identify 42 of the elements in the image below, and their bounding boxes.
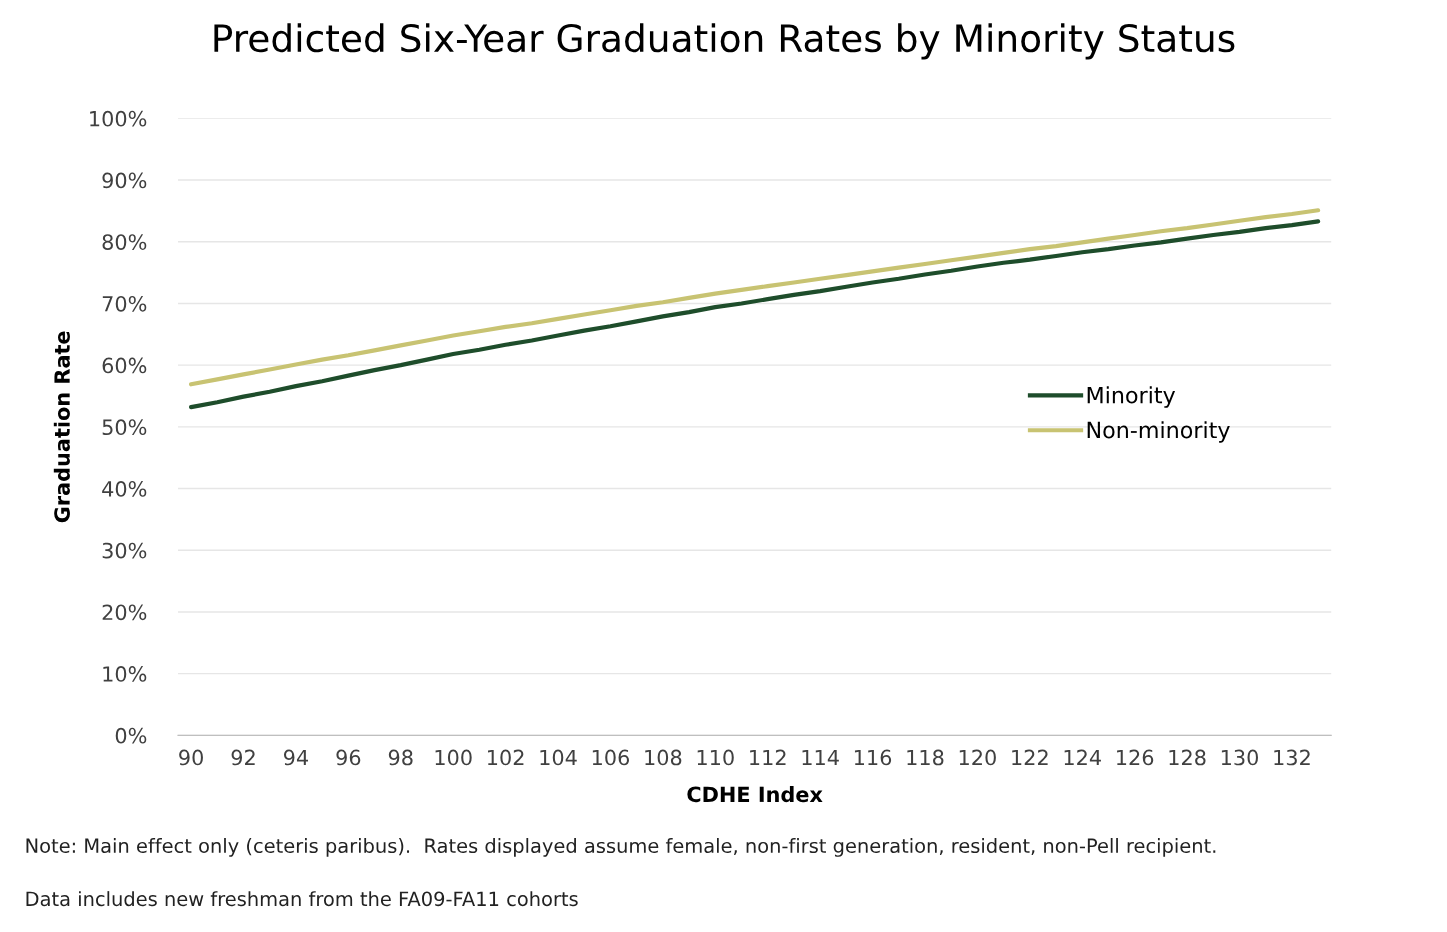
x-axis-title: CDHE Index	[687, 786, 823, 803]
y-tick-label: 70%	[102, 295, 147, 312]
x-tick-label: 122	[1012, 749, 1048, 766]
x-tick-label: 120	[959, 749, 996, 766]
x-tick-label: 100	[435, 749, 472, 766]
text: Note: Main effect only (ceteris paribus). Rates displayed assume female, non-first generation, resident, non-Pell recipient.	[26, 838, 1216, 857]
y-tick-label: 0%	[115, 727, 147, 744]
y-tick-label: 100%	[90, 110, 147, 127]
y-tick-label: 60%	[102, 357, 147, 374]
y-tick-label: 20%	[102, 604, 147, 621]
x-tick-label: 126	[1117, 749, 1154, 766]
x-tick-label: 98	[388, 749, 413, 766]
chart-title: Predicted Six-Year Graduation Rates by Minority Status	[214, 23, 1235, 60]
x-tick-label: 104	[540, 749, 577, 766]
x-tick-label: 106	[592, 749, 630, 766]
x-tick-label: 90	[179, 749, 203, 766]
x-tick-label: 118	[907, 749, 944, 766]
x-tick-label: 92	[231, 749, 255, 766]
y-tick-label: 90%	[102, 172, 147, 189]
x-tick-label: 128	[1169, 749, 1206, 766]
legend-label: Non-minority	[1087, 421, 1230, 443]
y-tick-label: 30%	[102, 542, 147, 559]
y-tick-label: 80%	[102, 234, 147, 250]
x-tick-label: 132	[1274, 749, 1310, 766]
x-tick-label: 96	[336, 749, 361, 766]
y-axis-title: Graduation Rate	[53, 331, 70, 523]
line-series	[189, 208, 1321, 387]
x-tick-label: 102	[488, 749, 524, 766]
x-tick-label: 130	[1221, 749, 1258, 766]
x-tick-label: 112	[750, 749, 786, 766]
text: Data includes new freshman from the FA09-FA11 cohorts	[26, 891, 578, 907]
x-tick-label: 116	[854, 749, 892, 766]
x-tick-label: 110	[697, 749, 734, 766]
x-tick-label: 94	[283, 749, 309, 766]
x-tick-label: 124	[1064, 749, 1101, 766]
y-tick-label: 50%	[102, 419, 147, 436]
y-tick-label: 10%	[103, 666, 147, 682]
line-series	[189, 219, 1321, 410]
legend-label: Minority	[1087, 386, 1176, 408]
x-tick-label: 108	[645, 749, 682, 766]
y-tick-label: 40%	[102, 481, 147, 497]
x-tick-label: 114	[802, 749, 839, 766]
